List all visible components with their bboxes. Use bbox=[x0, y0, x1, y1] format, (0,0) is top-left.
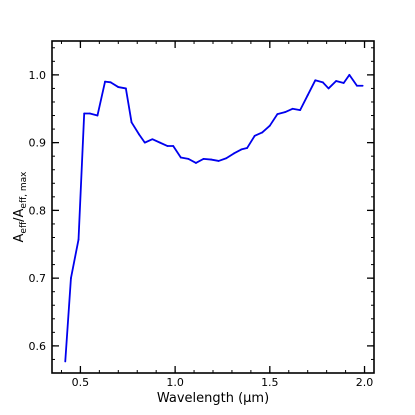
data-point bbox=[361, 84, 364, 87]
data-point bbox=[195, 162, 197, 164]
data-point bbox=[217, 160, 220, 162]
data-point bbox=[342, 82, 345, 84]
data-point bbox=[104, 80, 106, 83]
data-point bbox=[210, 158, 213, 161]
y-tick-label: 0.6 bbox=[29, 340, 47, 353]
data-point bbox=[321, 81, 324, 84]
data-point bbox=[151, 138, 154, 141]
data-point bbox=[96, 114, 99, 117]
y-axis-label-sub2: eff, max bbox=[19, 171, 29, 209]
data-point bbox=[117, 86, 120, 88]
y-axis-label-sub1: eff bbox=[19, 221, 29, 234]
data-point bbox=[179, 156, 182, 159]
y-tick-label: 0.9 bbox=[29, 137, 47, 150]
data-point bbox=[166, 145, 169, 147]
data-point bbox=[356, 84, 358, 87]
y-tick-label: 1.0 bbox=[29, 69, 47, 82]
data-point bbox=[109, 81, 112, 84]
data-point bbox=[70, 277, 72, 280]
y-axis-label-sep: /A bbox=[12, 208, 27, 221]
data-point bbox=[77, 238, 80, 241]
data-point bbox=[335, 80, 338, 82]
data-point bbox=[240, 148, 243, 151]
data-point bbox=[327, 87, 330, 90]
data-point bbox=[268, 124, 271, 127]
data-points bbox=[64, 73, 364, 363]
data-point bbox=[130, 121, 133, 124]
data-point bbox=[348, 73, 351, 76]
y-tick-label: 0.7 bbox=[29, 272, 47, 285]
data-point bbox=[143, 141, 146, 144]
data-point bbox=[187, 157, 190, 160]
x-axis-label: Wavelength (μm) bbox=[157, 391, 269, 406]
data-point bbox=[138, 133, 141, 136]
x-tick-label: 1.0 bbox=[166, 376, 184, 389]
data-point bbox=[253, 134, 256, 137]
series-line bbox=[64, 73, 363, 362]
x-tick-label: 0.5 bbox=[72, 376, 90, 389]
data-point bbox=[291, 107, 294, 110]
y-tick-label: 0.8 bbox=[29, 204, 47, 217]
x-tick-label: 1.5 bbox=[261, 376, 279, 389]
y-axis-label-main: A bbox=[12, 234, 27, 243]
data-point bbox=[88, 112, 91, 115]
data-point bbox=[284, 111, 286, 114]
data-point bbox=[261, 131, 264, 134]
data-point bbox=[159, 141, 161, 144]
x-tick-label: 2.0 bbox=[356, 376, 374, 389]
data-point bbox=[299, 109, 302, 112]
data-point bbox=[124, 87, 127, 90]
tick-labels: 0.5 1.0 1.5 2.0 0.6 0.7 0.8 0.9 1.0 bbox=[29, 69, 374, 389]
data-point bbox=[172, 145, 175, 147]
data-point bbox=[276, 113, 279, 116]
data-point bbox=[246, 147, 248, 149]
data-point bbox=[232, 152, 235, 155]
data-point bbox=[64, 360, 67, 363]
tick-marks bbox=[52, 41, 374, 373]
data-point bbox=[306, 94, 309, 97]
y-axis-label: Aeff/Aeff, max bbox=[12, 171, 29, 243]
data-point bbox=[314, 79, 317, 82]
data-point bbox=[202, 157, 205, 160]
plot-frame bbox=[51, 40, 375, 374]
data-point bbox=[83, 112, 86, 115]
data-point bbox=[225, 157, 228, 160]
